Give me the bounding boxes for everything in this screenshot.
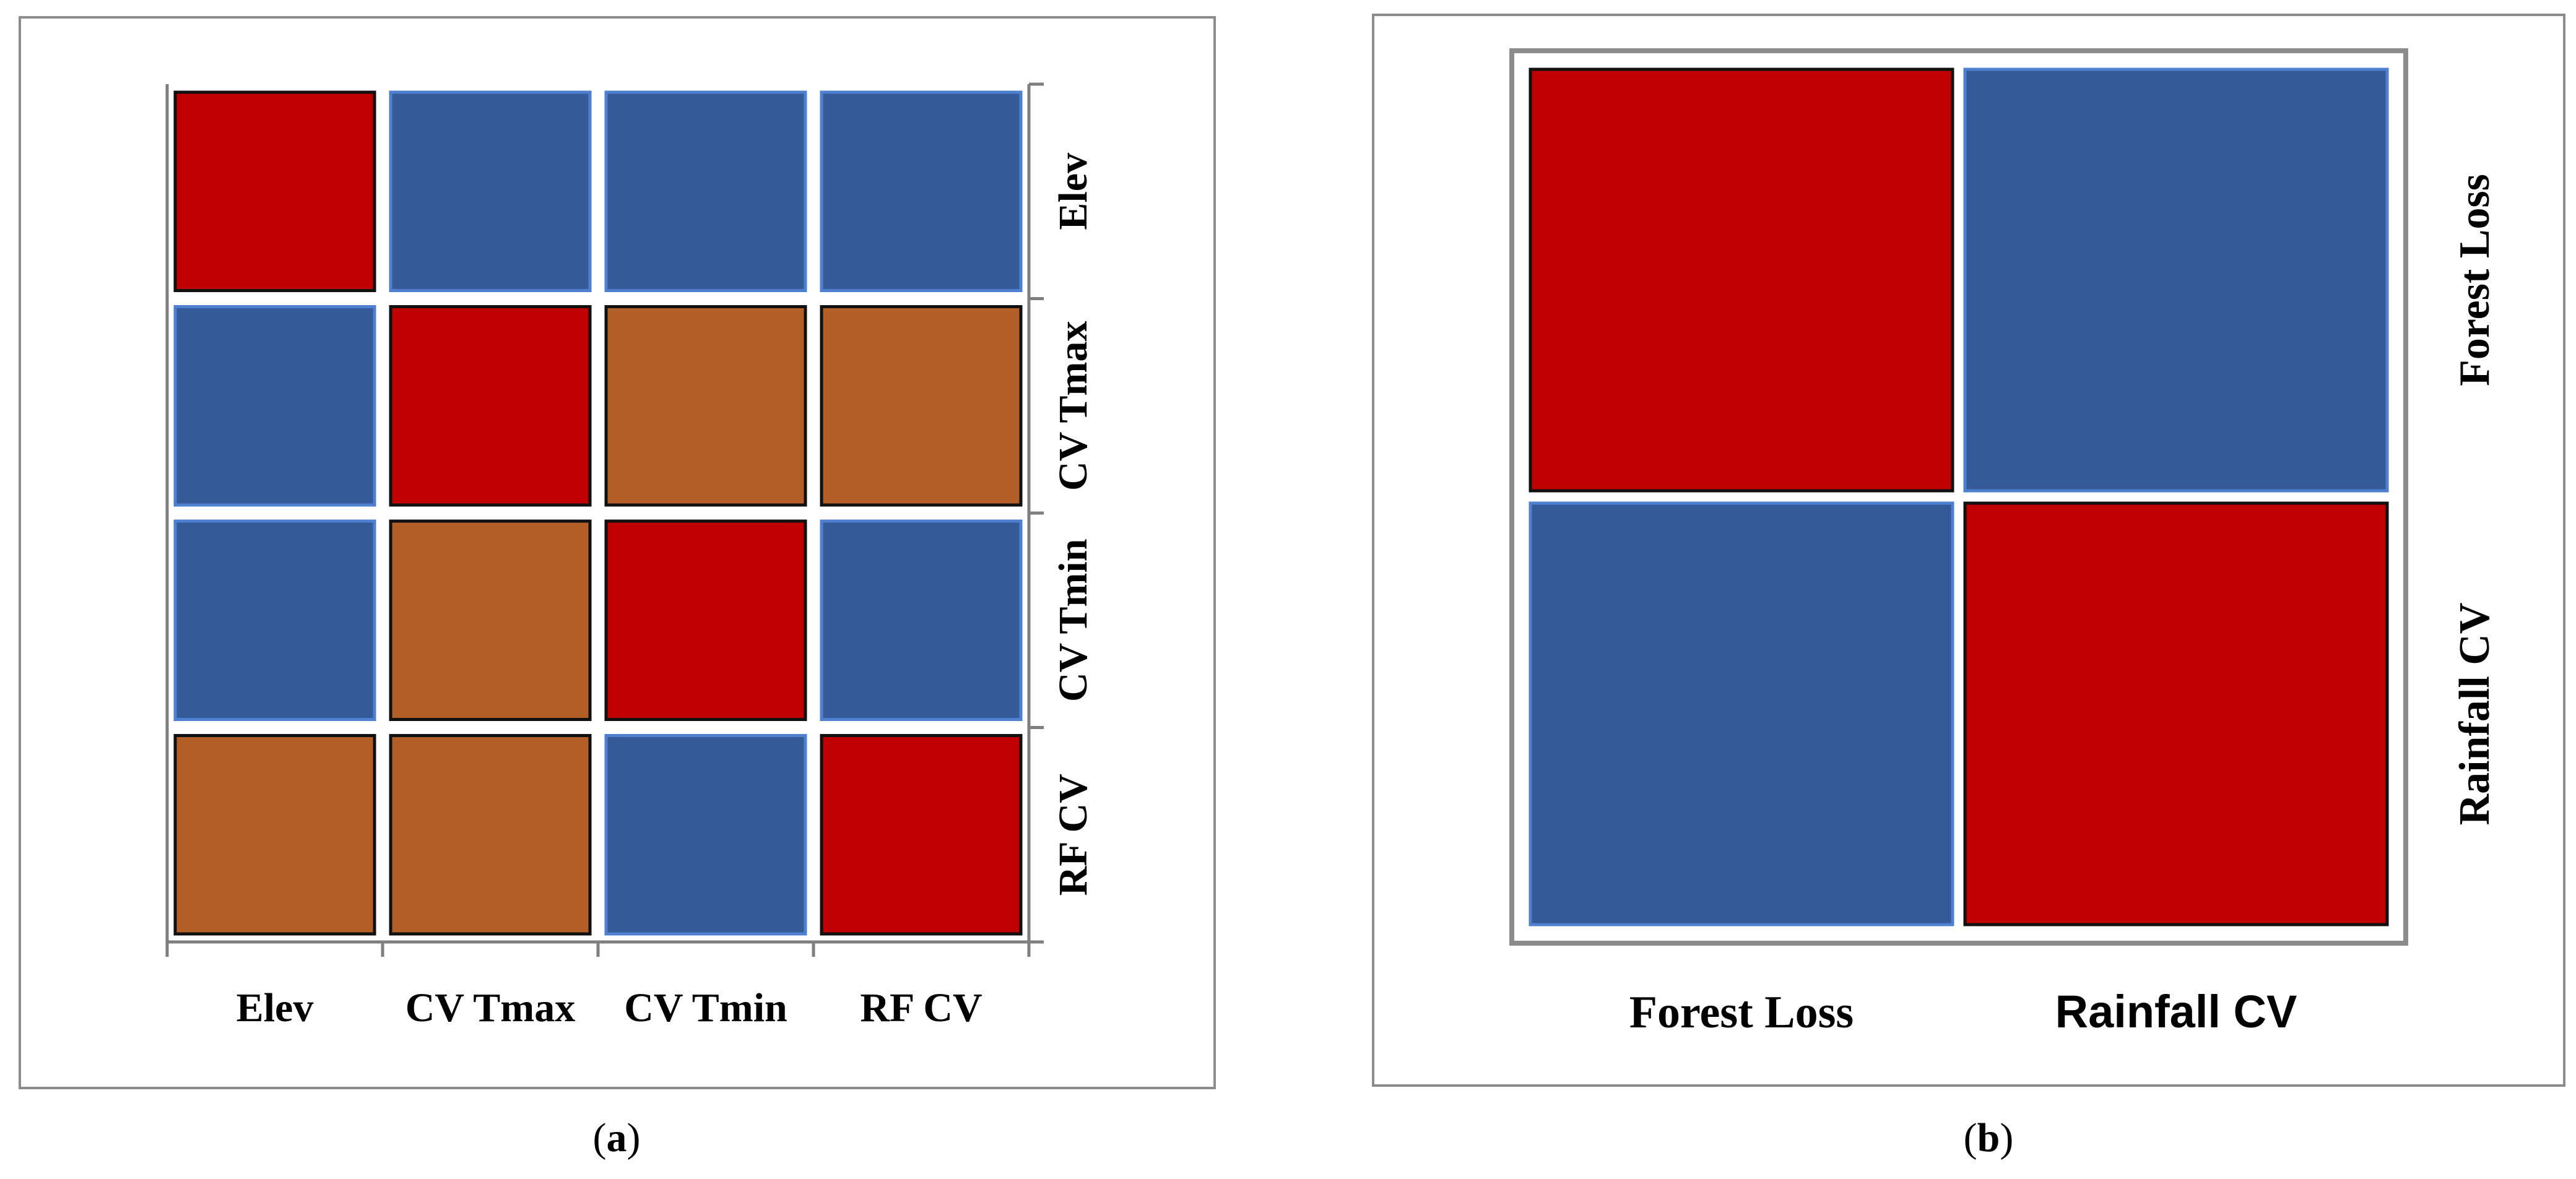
x-tick-label-rainfall-cv: Rainfall CV [2055,986,2297,1037]
panel-b: Forest Loss Rainfall CV Forest Loss Rainfa… [1372,14,2565,1160]
y-tick-label-rf-cv: RF CV [1051,774,1096,896]
x-tick-label-forest-loss: Forest Loss [1629,987,1854,1038]
cell-cv-tmin-cv-tmax [389,519,592,721]
x-tick-label-rf-cv: RF CV [860,985,982,1030]
panel-a-caption: (a) [593,1115,641,1160]
panel-b-y-tick-labels: Forest Loss Rainfall CV [2451,174,2499,825]
cell-rf-cv-elev [173,734,376,936]
cell-rainfall-cv-rainfall-cv [1963,501,2389,926]
x-tick-label-cv-tmin: CV Tmin [624,985,787,1030]
panel-b-x-tick-labels: Forest Loss Rainfall CV [1629,986,2297,1038]
y-tick-label-forest-loss: Forest Loss [2451,174,2499,386]
y-tick-label-rainfall-cv: Rainfall CV [2451,603,2499,826]
cell-forest-loss-forest-loss [1529,67,1954,493]
cell-rainfall-cv-forest-loss [1529,501,1954,926]
cell-elev-cv-tmax [389,90,592,292]
cell-elev-elev [173,90,376,292]
panel-b-caption: (b) [1964,1115,2014,1160]
y-tick-label-cv-tmax: CV Tmax [1051,321,1096,491]
cell-cv-tmax-cv-tmin [604,305,807,507]
panel-a-cells [173,90,1023,936]
cell-cv-tmin-elev [173,519,376,721]
x-tick-label-cv-tmax: CV Tmax [405,985,575,1030]
cell-cv-tmax-rf-cv [820,305,1023,507]
panel-a-y-tick-labels: Elev CV Tmax CV Tmin RF CV [1051,153,1096,896]
cell-cv-tmin-cv-tmin [604,519,807,721]
panel-a-x-tick-labels: Elev CV Tmax CV Tmin RF CV [236,985,982,1030]
cell-rf-cv-cv-tmax [389,734,592,936]
panel-a: Elev CV Tmax CV Tmin RF CV Elev CV Tmax CV Tm… [19,16,1216,1160]
y-tick-label-elev: Elev [1051,153,1096,230]
cell-rf-cv-cv-tmin [604,734,807,936]
cell-cv-tmax-cv-tmax [389,305,592,507]
cell-elev-rf-cv [820,90,1023,292]
cell-forest-loss-rainfall-cv [1963,67,2389,493]
cell-cv-tmax-elev [173,305,376,507]
cell-elev-cv-tmin [604,90,807,292]
panel-a-ticks [165,82,1044,957]
x-tick-label-elev: Elev [236,985,314,1030]
cell-cv-tmin-rf-cv [820,519,1023,721]
cell-rf-cv-rf-cv [820,734,1023,936]
y-tick-label-cv-tmin: CV Tmin [1051,539,1096,702]
panel-b-plot-frame [1509,48,2408,946]
panel-b-cells [1529,67,2389,926]
